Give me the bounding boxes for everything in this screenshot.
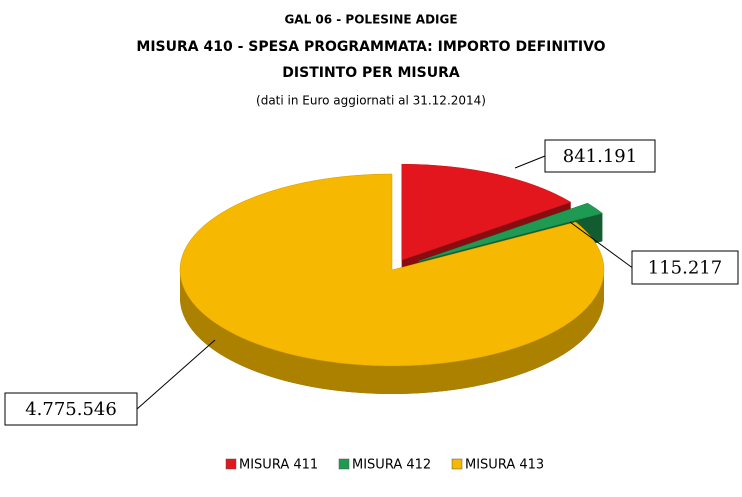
chart-title: GAL 06 - POLESINE ADIGE xyxy=(284,13,457,27)
legend-label: MISURA 412 xyxy=(352,458,431,473)
label-box xyxy=(544,139,656,173)
leader-line xyxy=(136,339,216,410)
leader-line xyxy=(569,221,633,268)
value-label: 4.775.546 xyxy=(25,399,117,420)
legend-label: MISURA 413 xyxy=(465,458,544,473)
label-box xyxy=(631,250,739,285)
legend-swatch xyxy=(225,458,237,470)
label-box xyxy=(4,392,138,426)
legend-swatch xyxy=(451,458,463,470)
pie-slice xyxy=(418,202,603,262)
chart-subtitle: (dati in Euro aggiornati al 31.12.2014) xyxy=(256,94,486,108)
leader-line xyxy=(514,155,546,169)
pie-slice-side xyxy=(180,270,604,394)
legend-label: MISURA 411 xyxy=(239,458,318,473)
chart-title: DISTINTO PER MISURA xyxy=(282,65,460,81)
value-label: 115.217 xyxy=(648,258,722,279)
chart-title: MISURA 410 - SPESA PROGRAMMATA: IMPORTO … xyxy=(136,39,605,55)
pie-slice xyxy=(179,173,605,367)
legend-swatch xyxy=(338,458,350,470)
value-label: 841.191 xyxy=(563,146,637,167)
pie-slice xyxy=(401,163,572,261)
